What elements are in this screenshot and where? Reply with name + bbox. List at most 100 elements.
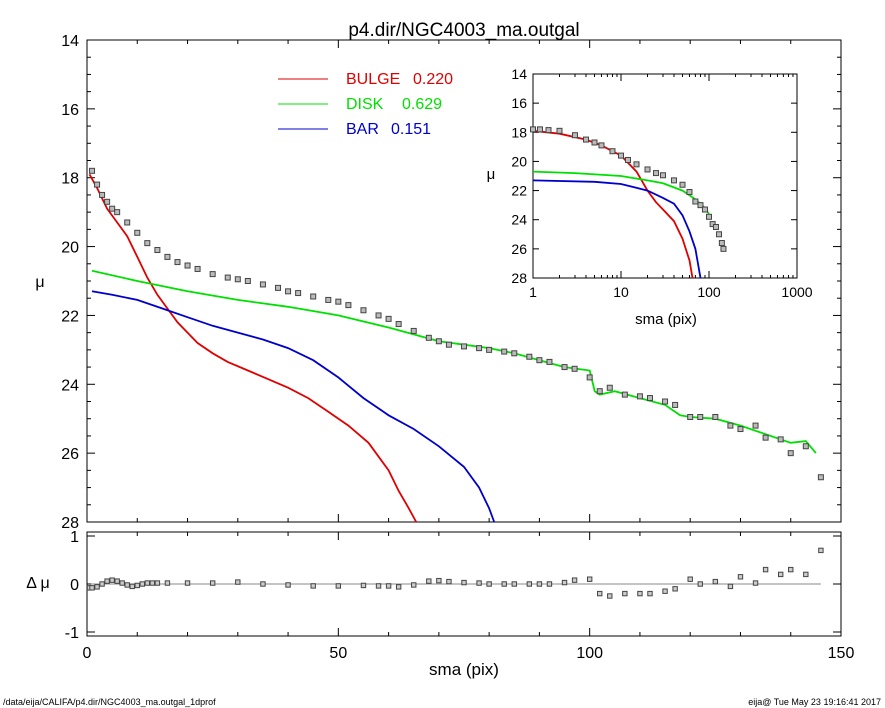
main-data-marker: [762, 434, 769, 441]
inset-data-marker: [536, 126, 543, 133]
residual-data-marker: [727, 583, 734, 590]
residual-data-marker: [99, 581, 105, 587]
main-data-marker: [134, 229, 141, 236]
residual-data-marker: [536, 581, 543, 587]
main-data-marker: [727, 422, 734, 429]
main-data-marker: [646, 395, 653, 402]
residual-y-tick-label: 1: [70, 529, 79, 546]
residual-data-marker: [697, 581, 703, 587]
inset-data-marker: [679, 181, 686, 188]
main-data-marker: [817, 474, 824, 481]
main-data-marker: [259, 281, 266, 288]
main-panel: 14 16 18 20 22 24 26 28 μ: [35, 33, 842, 532]
main-data-marker: [285, 288, 292, 295]
inset-data-marker: [686, 189, 693, 196]
residual-x-axis-label: sma (pix): [429, 660, 499, 679]
main-data-marker: [526, 353, 533, 360]
main-data-marker: [476, 345, 483, 352]
inset-x-tick-label: 1000: [781, 284, 812, 300]
residual-data-marker: [607, 593, 613, 599]
residual-data-marker: [129, 583, 135, 590]
inset-x-tick-label: 10: [613, 284, 629, 300]
inset-y-tick-label: 24: [511, 212, 527, 228]
main-data-marker: [375, 312, 382, 319]
residual-data-marker: [119, 580, 125, 586]
main-data-marker: [104, 198, 111, 205]
residual-data-marker: [285, 582, 291, 588]
inset-bar-line: [532, 179, 702, 279]
legend-value-disk: 0.629: [402, 96, 442, 113]
residual-data-marker: [672, 586, 678, 592]
residual-data-marker: [687, 576, 693, 582]
residual-data-marker: [114, 578, 120, 584]
main-data-marker: [536, 357, 543, 364]
inset-data-marker: [545, 127, 552, 134]
footer-timestamp: eija@ Tue May 23 19:16:41 2017: [748, 697, 881, 707]
residual-data-marker: [104, 578, 110, 584]
main-data-marker: [385, 315, 392, 322]
main-data-marker: [114, 209, 121, 216]
main-data-marker: [561, 364, 568, 371]
legend-label-bar: BAR: [346, 121, 379, 138]
residual-data-marker: [184, 580, 191, 586]
inset-data-marker: [716, 231, 723, 238]
residual-data-marker: [597, 590, 603, 597]
inset-data-marker: [697, 202, 704, 209]
main-data-marker: [395, 321, 402, 328]
main-y-tick-label: 28: [61, 515, 79, 532]
inset-data-marker: [624, 156, 631, 163]
inset-series-group: [530, 126, 727, 279]
residual-data-marker: [134, 582, 140, 589]
main-series-group: [88, 167, 824, 523]
residual-data-marker: [164, 580, 171, 586]
residual-data-marker: [546, 581, 553, 587]
residual-data-marker: [586, 576, 593, 582]
inset-y-tick-label: 14: [511, 66, 527, 82]
main-data-marker: [511, 350, 518, 357]
main-data-marker: [275, 284, 282, 291]
main-data-marker: [621, 391, 628, 398]
residual-data-marker: [154, 580, 161, 586]
residual-data-marker: [788, 566, 794, 573]
residual-data-marker: [486, 581, 492, 587]
inset-x-ticks: 1 10 100 1000: [529, 74, 813, 300]
residual-data-marker: [712, 578, 719, 585]
inset-data-marker: [692, 198, 699, 205]
main-data-marker: [445, 341, 452, 348]
residual-data-marker: [622, 590, 628, 597]
inset-y-ticks: 14 16 18 20 22 24 26 28: [511, 66, 797, 286]
residual-data-marker: [561, 579, 568, 586]
legend: BULGE 0.220 DISK 0.629 BAR 0.151: [278, 71, 453, 138]
main-data-marker: [546, 358, 553, 365]
inset-x-tick-label: 1: [529, 284, 537, 300]
main-data-marker: [154, 247, 161, 254]
main-data-marker: [234, 276, 241, 283]
inset-data-marker: [701, 206, 708, 213]
residual-data-marker: [511, 581, 517, 587]
footer-file-path: /data/eija/CALIFA/p4.dir/NGC4003_ma.outg…: [3, 697, 216, 707]
residual-data-marker: [360, 582, 367, 589]
main-data-marker: [697, 413, 704, 420]
main-bulge-line: [88, 173, 417, 523]
residual-series-group: [86, 547, 824, 599]
residual-data-marker: [235, 579, 241, 585]
main-data-marker: [164, 253, 171, 260]
residual-data-marker: [752, 580, 759, 586]
residual-data-marker: [501, 581, 507, 587]
main-data-marker: [501, 348, 508, 355]
inset-x-axis-label: sma (pix): [635, 311, 697, 328]
main-data-marker: [712, 413, 719, 420]
main-data-marker: [636, 393, 643, 400]
main-x-ticks: [86, 40, 842, 522]
residual-y-axis-label: Δ μ: [26, 575, 49, 592]
residual-data-marker: [94, 584, 100, 590]
residual-data-marker: [139, 581, 145, 587]
residual-data-marker: [461, 579, 467, 586]
main-data-marker: [89, 167, 96, 174]
inset-y-tick-label: 22: [511, 183, 527, 199]
main-data-marker: [174, 259, 181, 266]
residual-data-marker: [426, 578, 432, 584]
main-data-marker: [94, 181, 101, 188]
residual-data-marker: [209, 580, 216, 586]
main-data-marker: [802, 443, 809, 450]
